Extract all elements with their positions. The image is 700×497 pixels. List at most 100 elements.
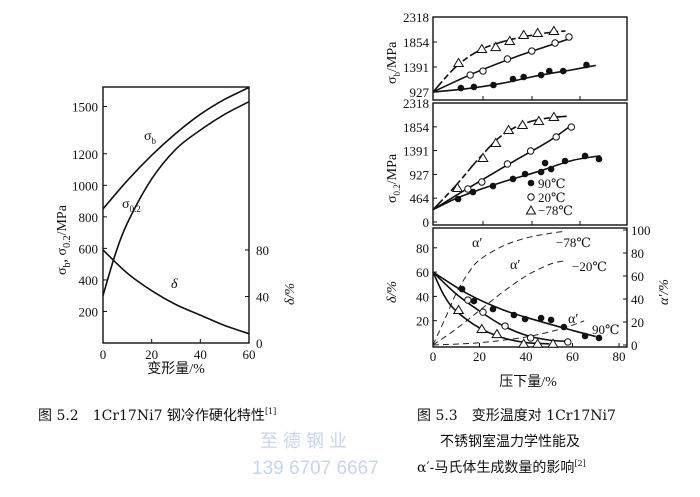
y2-tick-label: 0 (631, 338, 638, 353)
fig52-chart: 200 400 600 800 1000 1200 1500 0 40 80 0 20 40 60 σ… (55, 86, 298, 377)
x-tick-label: 20 (145, 347, 158, 362)
data-point-filled-circle (509, 75, 517, 83)
fig52-y-ticks: 200 400 600 800 1000 1200 1500 (72, 99, 107, 319)
data-point-open-circle (503, 160, 512, 168)
fig53-bottom-y2-axis-label: α′/% (657, 279, 672, 305)
x-tick-label: 20 (473, 349, 486, 364)
data-point-triangle (548, 25, 560, 36)
x-tick-label: 60 (566, 349, 579, 364)
fig53-legend: 90℃ 20℃ −78℃ (525, 176, 573, 218)
data-point-open-circle (564, 338, 572, 346)
fig53-bottom-panel-frame (432, 227, 628, 348)
fig53-mid-y-axis-label: σ0.2/MPa (385, 153, 402, 203)
y-tick-label: 400 (79, 273, 99, 288)
x-tick-label: 0 (100, 347, 107, 362)
data-point-open-circle (464, 185, 472, 193)
y-tick-label: 40 (416, 289, 429, 304)
data-point-open-circle (552, 133, 560, 141)
y-tick-label: 1000 (72, 178, 98, 193)
annotation-minus20: −20℃ (572, 259, 607, 274)
data-point-filled-circle (458, 285, 466, 293)
data-point-triangle (477, 152, 489, 162)
fig52-caption: 图 5.2 1Cr17Ni7 钢冷作硬化特性[1] (38, 407, 276, 424)
data-point-open-circle (464, 296, 472, 304)
data-point-triangle (451, 182, 464, 193)
x-tick-label: 40 (194, 347, 207, 362)
data-point-filled-circle (559, 67, 567, 75)
data-point-filled-circle (469, 188, 477, 196)
data-point-filled-circle (537, 168, 545, 176)
data-point-triangle (547, 338, 559, 348)
data-point-filled-circle (509, 175, 517, 183)
data-point-triangle (476, 43, 488, 53)
data-point-open-circle (479, 308, 487, 316)
annotation-90: 90℃ (592, 322, 620, 337)
data-point-open-circle (503, 55, 512, 63)
data-point-open-circle (565, 33, 573, 41)
data-point-filled-circle (595, 334, 603, 342)
legend-marker-open-circle (527, 193, 535, 201)
data-point-open-circle (478, 178, 486, 186)
data-point-open-circle (526, 334, 535, 342)
fig52-plot-frame (102, 86, 250, 344)
y-tick-label: 60 (416, 265, 429, 280)
data-point-filled-circle (561, 157, 569, 165)
y2-tick-label: 60 (631, 269, 644, 284)
curve-σb (102, 86, 250, 210)
data-point-triangle (490, 41, 502, 52)
watermark-company: 至 德 钢 业 (260, 431, 347, 451)
y-tick-label: 20 (416, 314, 429, 329)
fit-curve-20℃ (432, 37, 571, 93)
legend-label-90: 90℃ (538, 176, 566, 191)
data-point-filled-circle (521, 315, 529, 323)
data-point-open-circle (479, 67, 487, 75)
data-point-filled-circle (470, 297, 478, 305)
y-tick-label: 927 (410, 85, 430, 100)
watermark-phone: 139 6707 6667 (252, 458, 379, 479)
data-point-filled-circle (454, 195, 462, 203)
data-point-filled-circle (537, 71, 545, 79)
data-point-triangle (517, 29, 530, 40)
sigma-02-curve-label: σ0.2 (122, 197, 141, 214)
alpha-annotation-2: α′ (510, 258, 520, 273)
data-point-filled-circle (470, 83, 478, 91)
data-point-open-circle (528, 47, 536, 55)
fig52-y2-axis-label: δ/% (283, 283, 298, 305)
y2-tick-label: 80 (256, 243, 269, 258)
data-point-triangle (516, 119, 529, 129)
y-tick-label: 80 (416, 241, 429, 256)
alpha-curve-−20℃ (432, 260, 564, 346)
sigma-b-curve-label: σb (144, 129, 157, 146)
data-point-triangle (531, 338, 544, 348)
data-point-triangle (517, 338, 530, 348)
data-point-filled-circle (595, 155, 603, 163)
fig53-mid-panel-frame (432, 102, 628, 226)
y2-tick-label: 40 (256, 289, 269, 304)
fig52-y-axis-label: σb, σ0.2/MPa (55, 204, 73, 275)
data-point-triangle (452, 304, 465, 315)
y2-tick-label: 0 (256, 336, 263, 351)
alpha-annotation-3: α′ (568, 312, 578, 327)
fig53-series (432, 25, 603, 348)
y-tick-label: 600 (79, 241, 99, 256)
data-point-triangle (504, 35, 516, 45)
legend-label-minus78: −78℃ (538, 203, 573, 218)
data-point-filled-circle (489, 182, 497, 190)
alpha-curve-90℃ (432, 320, 585, 346)
data-point-filled-circle (583, 61, 590, 69)
fig53-caption-line3: α′-马氏体生成数量的影响[2] (417, 459, 586, 476)
data-point-filled-circle (490, 81, 497, 89)
data-point-filled-circle (510, 311, 518, 319)
data-point-open-circle (567, 123, 576, 131)
fig53-bottom-y-axis-label: δ/% (385, 281, 400, 303)
data-point-triangle (502, 124, 515, 135)
data-point-filled-circle (547, 316, 555, 324)
data-point-filled-circle (541, 159, 549, 167)
data-point-filled-circle (489, 305, 497, 313)
fig52-x-ticks: 0 20 40 60 (100, 339, 256, 362)
fig53-caption-line1: 图 5.3 变形温度对 1Cr17Ni7 (417, 408, 616, 424)
data-point-triangle (531, 27, 544, 38)
y-tick-label: 2318 (403, 96, 429, 111)
data-point-open-circle (466, 71, 474, 79)
